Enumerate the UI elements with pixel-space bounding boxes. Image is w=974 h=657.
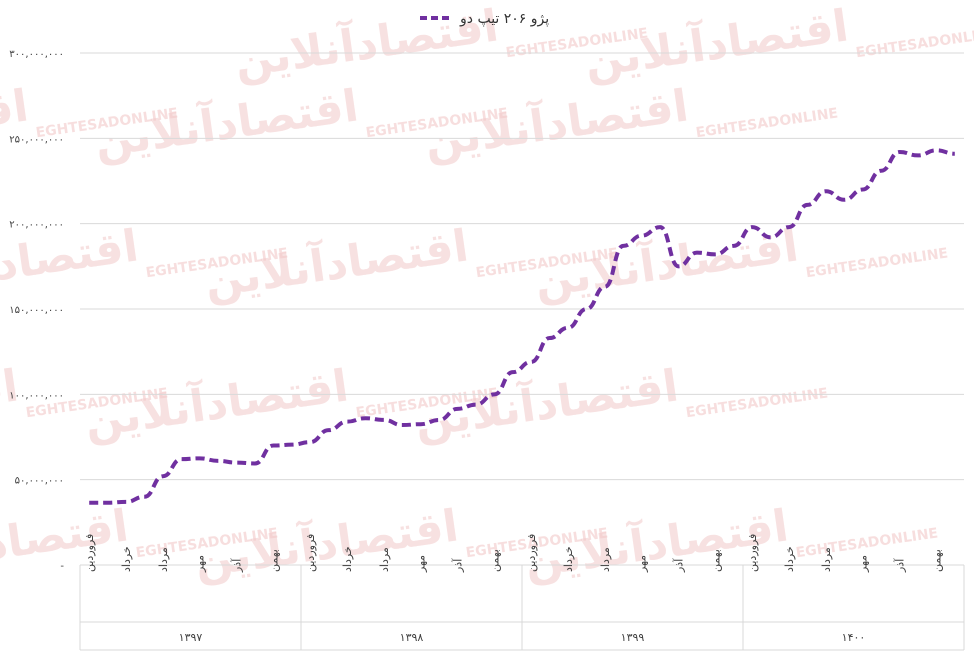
x-tick-label: فروردین (746, 534, 759, 572)
x-tick-label: مرداد (157, 547, 170, 572)
x-tick-label: مهر (636, 555, 649, 573)
legend: پژو ۲۰۶ تیپ دو (420, 11, 549, 27)
y-tick-label: - (60, 561, 64, 572)
x-tick-label: مرداد (378, 547, 391, 572)
x-tick-label: فروردین (83, 534, 96, 572)
y-tick-label: ۱۵۰,۰۰۰,۰۰۰ (9, 305, 64, 316)
year-group-label: ۱۴۰۰ (842, 631, 866, 644)
gridlines (80, 52, 964, 481)
x-tick-label: مهر (415, 555, 428, 573)
series-layer (89, 148, 955, 505)
x-tick-label: مهر (194, 555, 207, 573)
x-tick-label: مرداد (820, 547, 833, 572)
y-tick-label: ۱۰۰,۰۰۰,۰۰۰ (9, 390, 64, 401)
x-tick-label: آذر (451, 558, 465, 573)
y-axis: ۳۰۰,۰۰۰,۰۰۰ ۲۵۰,۰۰۰,۰۰۰ ۲۰۰,۰۰۰,۰۰۰ ۱۵۰,۰۰۰… (9, 49, 64, 572)
year-group-label: ۱۳۹۸ (400, 631, 424, 644)
legend-label: پژو ۲۰۶ تیپ دو (459, 11, 549, 27)
y-tick-label: ۲۰۰,۰۰۰,۰۰۰ (9, 220, 64, 231)
x-tick-label: فروردین (304, 534, 317, 572)
x-tick-label: خرداد (341, 546, 354, 572)
x-tick-label: خرداد (120, 546, 133, 572)
x-tick-label: بهمن (488, 549, 501, 572)
x-tick-label: خرداد (562, 546, 575, 572)
x-tick-label: مهر (857, 555, 870, 573)
y-tick-label: ۵۰,۰۰۰,۰۰۰ (15, 476, 64, 487)
year-group-label: ۱۳۹۷ (179, 631, 203, 644)
x-tick-label: بهمن (709, 549, 722, 572)
y-tick-label: ۲۵۰,۰۰۰,۰۰۰ (9, 134, 64, 145)
x-tick-label: آذر (230, 558, 244, 573)
x-tick-label: بهمن (267, 549, 280, 572)
x-tick-label: آذر (672, 558, 686, 573)
x-tick-label: آذر (893, 558, 907, 573)
x-axis: ۱۳۹۷ ۱۳۹۸ ۱۳۹۹ ۱۴۰۰ فروردین خرداد مرداد مهر آذر ب… (79, 534, 965, 651)
y-tick-label: ۳۰۰,۰۰۰,۰۰۰ (9, 49, 64, 60)
x-tick-label: فروردین (525, 534, 538, 572)
series-line (89, 148, 955, 505)
x-tick-label: بهمن (930, 549, 943, 572)
x-tick-label: مرداد (599, 547, 612, 572)
x-tick-label: خرداد (783, 546, 796, 572)
year-group-label: ۱۳۹۹ (621, 631, 645, 644)
